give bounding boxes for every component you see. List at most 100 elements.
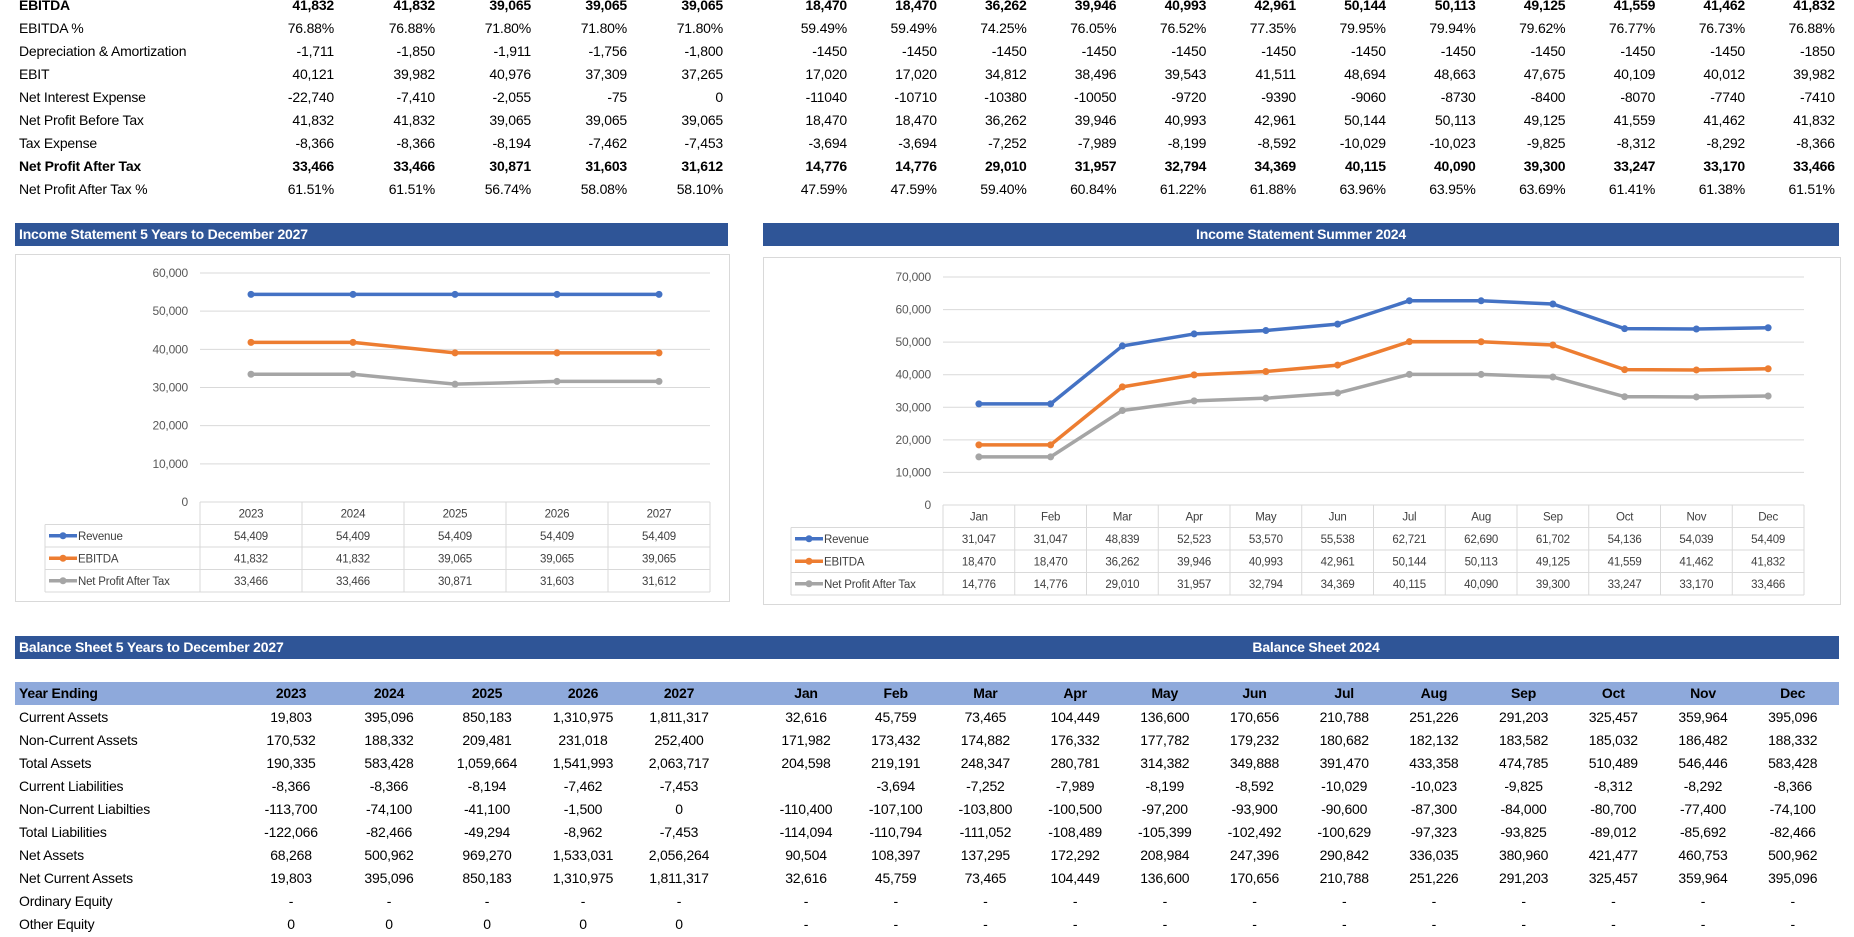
month-value-cell: -8,312 (1616, 135, 1656, 151)
data-point (1477, 338, 1485, 346)
balance-sheet-column-header-row (15, 682, 1839, 705)
month-value-cell: -102,492 (1227, 824, 1282, 840)
data-label: 49,125 (1536, 556, 1570, 568)
year-value-cell: -8,194 (467, 778, 507, 794)
month-value-cell: 180,682 (1319, 732, 1369, 748)
y-tick-label: 50,000 (895, 335, 931, 349)
legend-label: Revenue (824, 534, 869, 546)
month-value-cell: 18,470 (805, 112, 847, 128)
month-value-cell: - (893, 893, 898, 909)
data-point (1549, 373, 1557, 381)
data-label: 50,113 (1465, 556, 1498, 568)
chart-5-years[interactable]: 0 10,000 20,000 30,000 40,000 50,000 60,000 202… (15, 254, 730, 602)
month-value-cell: 251,226 (1409, 870, 1459, 886)
month-value-cell: -97,323 (1410, 824, 1457, 840)
month-value-cell: 349,888 (1229, 755, 1280, 771)
year-value-cell: 2,056,264 (648, 847, 710, 863)
chart-monthly[interactable]: 0 10,000 20,000 30,000 40,000 50,000 60,000 70,… (763, 257, 1841, 605)
year-value-cell: 1,541,993 (552, 755, 614, 771)
month-value-cell: 314,382 (1140, 755, 1190, 771)
x-category-label: 2025 (443, 508, 468, 520)
year-value-cell: 188,332 (364, 732, 414, 748)
month-value-cell: -10380 (984, 89, 1027, 105)
year-value-cell: 1,533,031 (552, 847, 614, 863)
month-value-cell: 474,785 (1498, 755, 1549, 771)
row-label: Current Liabilities (19, 778, 124, 794)
month-value-cell: 59.49% (890, 20, 937, 36)
month-value-cell: - (1341, 893, 1347, 909)
month-value-cell: 61.38% (1698, 181, 1745, 197)
row-label: Non-Current Liabilties (19, 801, 150, 817)
month-value-cell: 50,113 (1435, 112, 1476, 128)
row-label: Ordinary Equity (19, 893, 113, 909)
month-value-cell: -1450 (1261, 43, 1296, 59)
data-label: 30,871 (438, 576, 472, 588)
month-value-cell: -10710 (894, 89, 937, 105)
x-category-label: 2024 (341, 508, 367, 520)
data-point (1262, 394, 1270, 402)
year-value-cell: 0 (675, 801, 683, 817)
row-label: EBITDA (19, 0, 70, 13)
year-value-cell: -1,800 (684, 43, 724, 59)
x-category-label: Jun (1329, 511, 1347, 523)
month-value-cell: -10050 (1073, 89, 1117, 105)
month-value-cell: 359,964 (1678, 870, 1728, 886)
column-header-month: Sep (1511, 685, 1537, 701)
year-value-cell: 39,065 (585, 112, 627, 128)
year-value-cell: 39,065 (489, 112, 531, 128)
data-point (1621, 366, 1629, 374)
data-point (975, 453, 983, 461)
legend-key-marker (59, 554, 67, 562)
month-value-cell: -8,199 (1145, 778, 1185, 794)
year-value-cell: 0 (385, 916, 393, 932)
month-value-cell: 251,226 (1409, 709, 1459, 725)
y-tick-label: 40,000 (152, 342, 188, 356)
data-point (1190, 371, 1198, 379)
data-point (1692, 393, 1700, 401)
data-point (1047, 400, 1055, 408)
month-value-cell: - (1072, 916, 1078, 932)
year-value-cell: -8,366 (295, 135, 335, 151)
row-label: EBITDA % (19, 20, 84, 36)
data-label: 18,470 (1034, 556, 1068, 568)
data-point (1477, 370, 1485, 378)
series-line-revenue (978, 298, 1769, 406)
data-label: 52,523 (1177, 534, 1211, 546)
month-value-cell: - (1431, 893, 1437, 909)
data-point (247, 338, 255, 346)
month-value-cell: 79.62% (1519, 20, 1566, 36)
month-value-cell: 76.05% (1070, 20, 1117, 36)
month-value-cell: 31,957 (1074, 158, 1117, 174)
month-value-cell: -107,100 (868, 801, 923, 817)
month-value-cell: - (1611, 893, 1616, 909)
month-value-cell: -10,029 (1321, 778, 1368, 794)
month-value-cell: 34,812 (984, 66, 1027, 82)
data-label: 40,993 (1249, 556, 1283, 568)
month-value-cell: 41,832 (1793, 0, 1835, 13)
data-point (1334, 361, 1342, 369)
month-value-cell: 39,946 (1074, 112, 1117, 128)
data-point (349, 370, 357, 378)
y-tick-label: 0 (182, 495, 189, 509)
month-value-cell: -1450 (1171, 43, 1207, 59)
month-value-cell: 63.69% (1519, 181, 1566, 197)
month-value-cell: -85,692 (1679, 824, 1727, 840)
y-tick-label: 30,000 (152, 381, 188, 395)
data-label: 31,047 (1034, 534, 1068, 546)
month-value-cell: 32,794 (1164, 158, 1207, 174)
data-label: 39,065 (438, 553, 472, 565)
month-value-cell: 39,300 (1523, 158, 1566, 174)
data-label: 54,409 (642, 531, 676, 543)
year-value-cell: 1,310,975 (552, 870, 614, 886)
month-value-cell: -8070 (1620, 89, 1656, 105)
month-value-cell: 34,369 (1254, 158, 1296, 174)
month-value-cell: -7740 (1710, 89, 1745, 105)
month-value-cell: 73,465 (964, 870, 1007, 886)
data-point (553, 290, 561, 298)
month-value-cell: -1450 (991, 43, 1027, 59)
data-point (451, 290, 459, 298)
month-value-cell: 48,663 (1433, 66, 1476, 82)
data-label: 36,262 (1105, 556, 1139, 568)
month-value-cell: 359,964 (1678, 709, 1728, 725)
data-label: 31,047 (962, 534, 996, 546)
